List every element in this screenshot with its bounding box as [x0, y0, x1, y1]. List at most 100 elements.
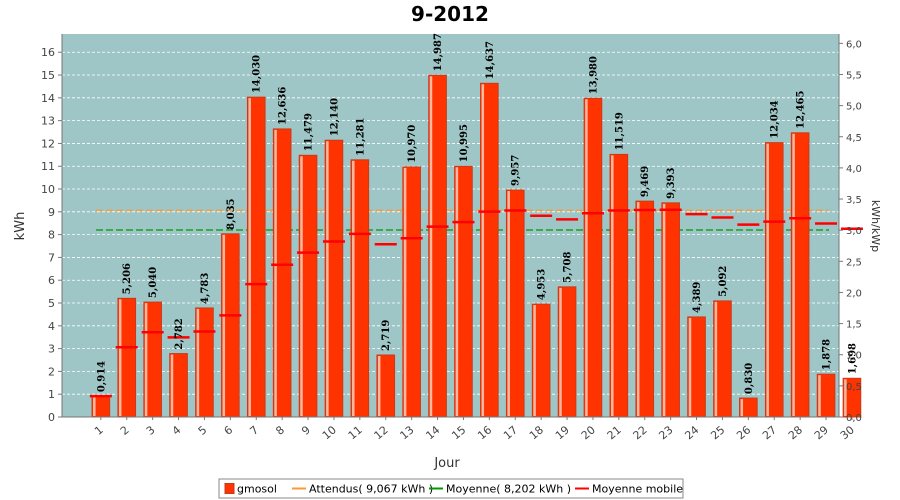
x-tick-label: 25: [708, 423, 727, 442]
y-tick-label: 10: [41, 183, 55, 196]
bar-highlight: [533, 305, 536, 416]
x-tick-label: 20: [579, 423, 598, 442]
bar-highlight: [559, 287, 562, 416]
y-tick-label: 6: [48, 274, 55, 287]
y-tick-label: 11: [41, 160, 55, 173]
bars: [91, 74, 862, 418]
y-right-tick-label: 1,0: [846, 351, 862, 362]
x-tick-label: 11: [346, 423, 365, 442]
y-right-tick-label: 2,0: [846, 288, 862, 299]
y-right-tick-label: 5,0: [846, 102, 862, 113]
y-right-tick-label: 0,5: [846, 382, 862, 393]
x-tick-label: 6: [222, 423, 236, 437]
bar-highlight: [144, 303, 148, 416]
y-axis-label: kWh: [13, 212, 28, 241]
bar-highlight: [844, 379, 847, 416]
legend-label: Moyenne mobile: [592, 483, 683, 496]
x-tick-label: 29: [812, 423, 831, 442]
legend-label: gmosol: [237, 483, 277, 496]
y-right-tick-label: 1,5: [846, 320, 862, 331]
y-tick-label: 15: [41, 69, 55, 82]
x-tick-label: 24: [682, 423, 701, 442]
x-tick-label: 23: [656, 423, 675, 442]
data-label: 9,469: [640, 166, 651, 197]
bar-highlight: [93, 397, 96, 416]
data-label: 14,030: [252, 55, 263, 93]
bar-highlight: [377, 356, 381, 416]
data-labels: 0,914 5,206 5,040 2,782 4,783 8,035 14,030 12,6…: [96, 33, 858, 394]
x-tick-label: 12: [372, 423, 391, 442]
bar-highlight: [585, 99, 588, 417]
y-right-tick-label: 6,0: [846, 39, 862, 50]
y-tick-label: 0: [48, 411, 55, 424]
y-tick-label: 4: [48, 320, 55, 333]
data-label: 12,636: [278, 87, 289, 125]
y-right-tick-label: 5,5: [846, 70, 862, 81]
data-label: 14,987: [433, 33, 444, 71]
y-tick-label: 14: [41, 92, 55, 105]
bar-highlight: [714, 301, 718, 416]
bar-highlight: [222, 234, 226, 416]
x-tick-label: 18: [527, 423, 546, 442]
y-right-tick-label: 3,5: [846, 195, 862, 206]
y-tick-label: 8: [48, 229, 55, 242]
data-label: 14,637: [485, 41, 496, 79]
data-label: 4,783: [200, 273, 211, 304]
x-tick-label: 3: [144, 423, 158, 437]
y-tick-label: 7: [48, 251, 55, 264]
bar-highlight: [766, 143, 769, 417]
data-label: 12,140: [329, 98, 340, 136]
data-label: 5,040: [148, 267, 159, 298]
y-tick-label: 1: [48, 388, 55, 401]
x-tick-label: 15: [449, 423, 468, 442]
y-right-tick-label: 0,0: [846, 413, 862, 424]
y-right-tick-label: 4,0: [846, 164, 862, 175]
bar-highlight: [507, 191, 510, 416]
bar-highlight: [196, 308, 200, 416]
data-label: 0,830: [744, 363, 755, 394]
data-label: 1,878: [822, 339, 833, 370]
y-tick-label: 12: [41, 137, 55, 150]
legend-label: Attendus( 9,067 kWh ): [309, 483, 433, 496]
chart-title: 9-2012: [411, 2, 489, 26]
y-axis-right: 0,0 0,5 1,0 1,5 2,0 2,5 3,0 3,5 4,0 4,5 5,0 5,5 6,0: [838, 34, 862, 424]
data-label: 10,995: [459, 124, 470, 162]
data-label: 5,708: [563, 252, 574, 283]
x-axis: 1 2 3 4 5 6 7 8 9 10 11 12 13 14 15 16 17 18 19 20 21 22 23 24 2…: [62, 416, 857, 442]
legend-swatch-gmosol: [224, 483, 235, 494]
legend-box: [218, 478, 684, 499]
x-tick-label: 9: [299, 423, 313, 437]
data-label: 4,389: [692, 282, 703, 313]
data-label: 10,970: [407, 125, 418, 163]
x-tick-label: 17: [501, 423, 520, 442]
y-tick-label: 9: [48, 206, 55, 219]
bar-highlight: [300, 156, 303, 416]
x-tick-label: 14: [423, 423, 442, 442]
bar-highlight: [326, 141, 329, 416]
x-axis-label: Jour: [433, 456, 460, 471]
bar-highlight: [481, 84, 485, 416]
y-right-tick-label: 2,5: [846, 257, 862, 268]
data-label: 2,719: [381, 320, 392, 351]
x-tick-label: 22: [631, 423, 650, 442]
bar-highlight: [636, 202, 640, 416]
bar-highlight: [688, 317, 692, 416]
y-right-tick-label: 4,5: [846, 133, 862, 144]
y-tick-label: 3: [48, 343, 55, 356]
data-label: 12,034: [770, 100, 781, 138]
x-tick-label: 13: [397, 423, 416, 442]
data-label: 5,092: [718, 266, 729, 297]
bar-highlight: [792, 133, 795, 416]
x-tick-label: 26: [734, 423, 753, 442]
legend: gmosol Attendus( 9,067 kWh ) Moyenne( 8,20…: [218, 478, 684, 499]
bar-highlight: [403, 167, 407, 416]
bar-highlight: [352, 160, 355, 416]
x-tick-label: 19: [553, 423, 572, 442]
bar-highlight: [274, 129, 277, 416]
data-label: 11,519: [614, 112, 625, 150]
moving-average-marks: [89, 208, 863, 398]
data-label: 0,914: [96, 361, 107, 392]
bar-highlight: [740, 399, 744, 416]
